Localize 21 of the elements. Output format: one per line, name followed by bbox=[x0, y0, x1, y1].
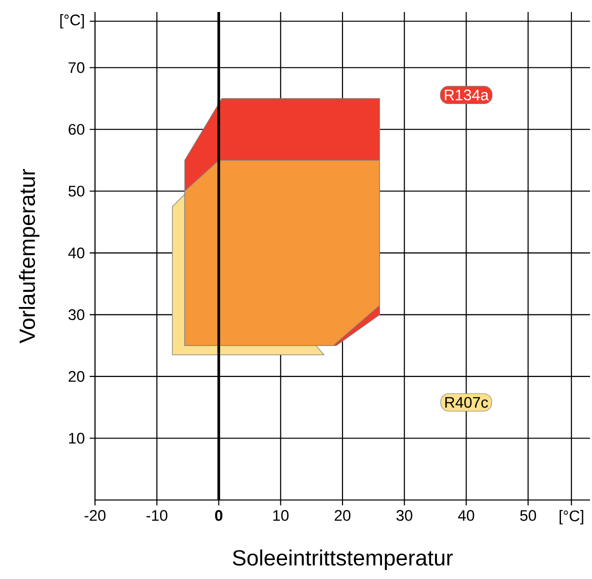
x-tick-label: 40 bbox=[458, 510, 474, 521]
x-tick-label: -10 bbox=[146, 510, 168, 521]
y-tick-label: 20 bbox=[68, 371, 84, 382]
x-axis-title: Soleeintrittstemperatur bbox=[232, 550, 453, 570]
y-tick-label: 70 bbox=[68, 62, 84, 74]
legend-label: R134a bbox=[444, 90, 489, 100]
legend-label: R407c bbox=[445, 396, 488, 408]
x-tick-label: 50 bbox=[520, 510, 536, 521]
y-tick-label: 40 bbox=[68, 247, 84, 258]
x-tick-label: 30 bbox=[396, 510, 412, 521]
y-tick-label: 10 bbox=[69, 432, 84, 444]
y-axis-title: Vorlauftemperatur bbox=[18, 168, 40, 344]
x-tick-label: 10 bbox=[273, 510, 289, 521]
x-tick-label: 20 bbox=[334, 510, 350, 521]
y-tick-label: 50 bbox=[68, 186, 84, 197]
x-tick-label: -20 bbox=[84, 510, 106, 521]
y-tick-label: 60 bbox=[68, 124, 84, 135]
y-tick-label: [°C] bbox=[60, 14, 84, 28]
x-tick-label: [°C] bbox=[560, 510, 584, 524]
x-tick-label: 0 bbox=[215, 510, 222, 521]
y-tick-label: 30 bbox=[68, 309, 84, 320]
